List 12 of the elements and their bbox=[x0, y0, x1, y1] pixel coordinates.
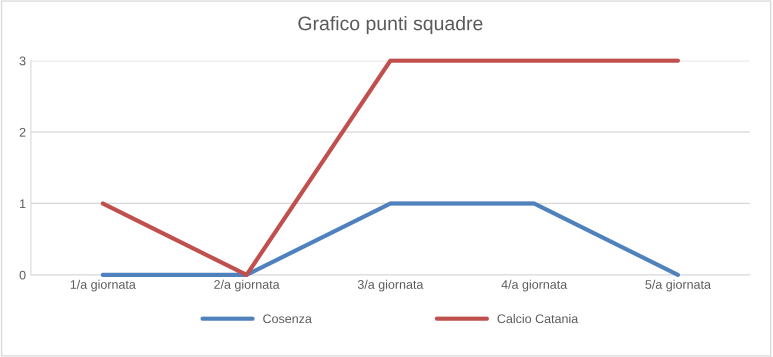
y-tick-label: 2 bbox=[20, 128, 26, 137]
legend-label: Calcio Catania bbox=[498, 314, 578, 324]
y-tick-label: 0 bbox=[20, 270, 26, 280]
y-tick-label: 1 bbox=[20, 199, 26, 208]
legend-label: Cosenza bbox=[263, 314, 312, 324]
x-tick-label: 5/a giornata bbox=[645, 280, 711, 292]
x-tick-label: 3/a giornata bbox=[358, 280, 424, 292]
y-tick-label: 3 bbox=[20, 56, 26, 66]
chart-title: Grafico punti squadre bbox=[298, 16, 482, 34]
x-tick-label: 4/a giornata bbox=[501, 280, 568, 292]
x-tick-label: 1/a giornata bbox=[70, 280, 136, 292]
x-tick-label: 2/a giornata bbox=[214, 280, 280, 292]
